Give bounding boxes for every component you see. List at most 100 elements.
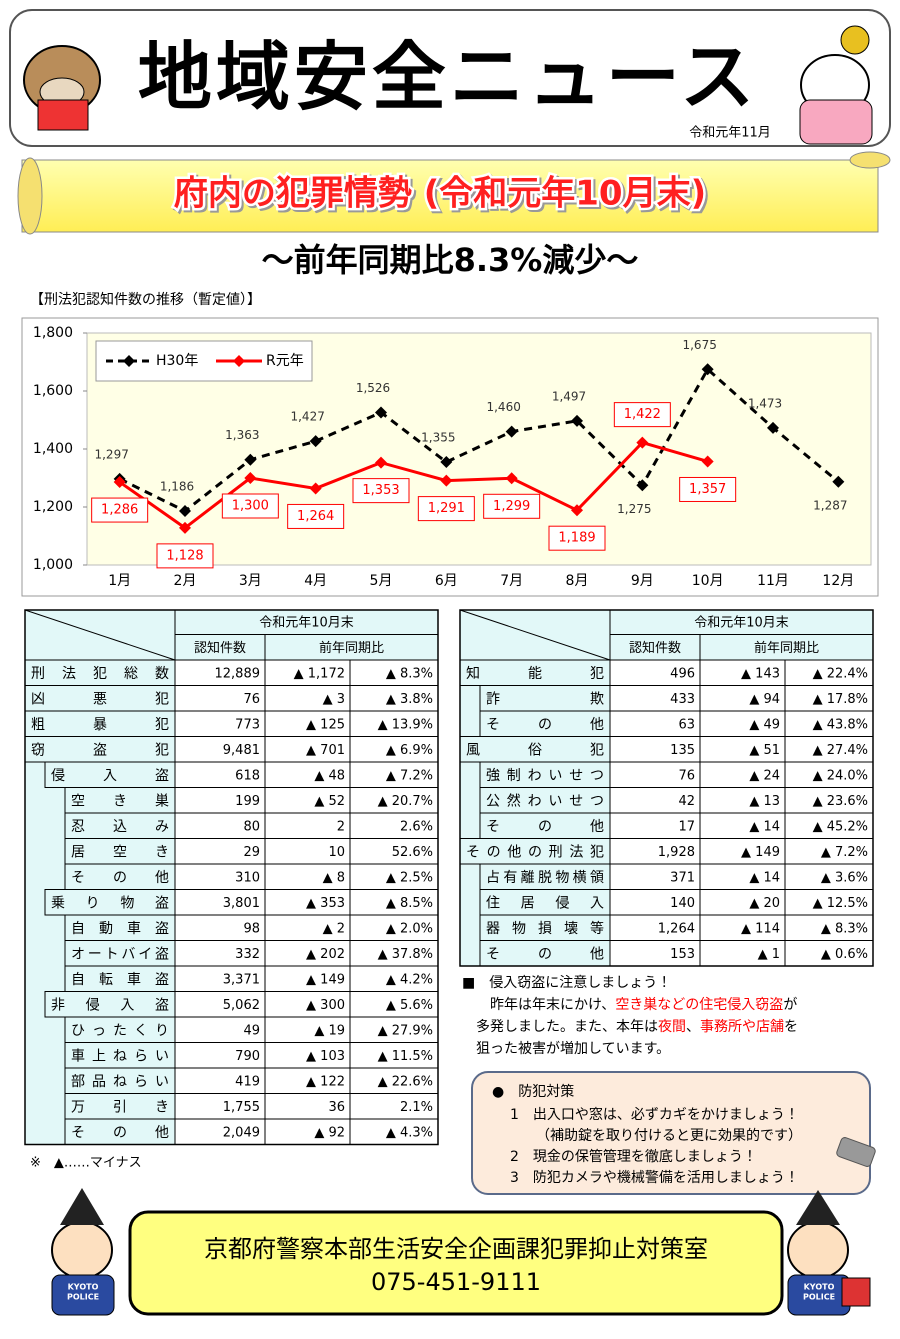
cell-count: 618 [235,768,260,783]
x-tick-label: 3月 [239,573,262,589]
data-label: 1,460 [486,400,520,414]
header-box [9,9,891,147]
name-cell [479,940,611,967]
data-label: 1,363 [225,428,259,442]
row-name: その他の刑法犯 [466,844,604,860]
data-cell [349,736,439,763]
x-tick-label: 8月 [566,573,589,589]
cell-count: 3,801 [223,896,260,911]
cell-count: 773 [235,717,260,732]
cell-diff: ▲ 13 [749,794,780,809]
notice-line: 昨年は年末にかけ、空き巣などの住宅侵入窃盗が [476,996,797,1013]
cell-diff: 2 [337,819,345,834]
camera-icon [836,1137,876,1167]
name-cell [479,889,611,916]
y-tick-label: 1,000 [33,557,73,573]
cell-count: 63 [678,717,695,732]
data-cell [349,1016,439,1043]
cell-pct: ▲ 27.9% [378,1023,433,1038]
cell-count: 496 [670,666,695,681]
data-cell [174,991,266,1018]
cell-count: 76 [678,768,695,783]
data-label: 1,297 [94,447,128,461]
data-cell [609,710,701,737]
cell-count: 790 [235,1049,260,1064]
cell-diff: ▲ 52 [314,794,345,809]
name-cell [479,710,611,737]
cell-diff: 10 [328,845,345,860]
x-tick-label: 1月 [108,573,131,589]
scroll-end [17,157,43,235]
cell-pct: ▲ 8.3% [386,666,433,681]
cell-count: 49 [243,1023,260,1038]
mascot-badge: POLICE [803,1293,835,1302]
data-cell [699,710,786,737]
point [309,435,322,448]
y-tick-label: 1,200 [33,499,73,515]
mascot-footer-right: KYOTO POLICE [787,1190,871,1316]
data-cell [349,1118,439,1145]
cell-count: 1,755 [223,1100,260,1115]
cell-pct: ▲ 3.6% [821,870,868,885]
name-cell [64,787,176,814]
data-cell [264,787,351,814]
cell-diff: ▲ 122 [306,1074,345,1089]
name-cell [479,685,611,712]
point [636,479,649,492]
row-name: 車上ねらい [71,1047,169,1064]
mascot-footer-left: KYOTO POLICE [51,1188,115,1316]
cell-pct: ▲ 4.2% [386,972,433,987]
data-cell [784,736,874,763]
data-cell [174,659,266,686]
cell-diff: ▲ 24 [749,768,780,783]
table-note: ※ ▲……マイナス [30,1156,142,1171]
cell-pct: ▲ 11.5% [378,1049,433,1064]
data-cell [174,736,266,763]
cell-diff: ▲ 103 [306,1049,345,1064]
data-label: 1,473 [748,396,782,410]
name-cell [459,838,611,865]
data-cell [174,1118,266,1145]
data-cell [349,965,439,992]
cell-count: 12,889 [215,666,261,681]
banner-scroll [21,159,879,233]
point [113,476,126,489]
cell-pct: ▲ 37.8% [378,947,433,962]
cell-diff: ▲ 94 [749,692,780,707]
data-cell [349,710,439,737]
data-cell [609,659,701,686]
cell-pct: 2.1% [400,1100,433,1115]
footer-box [128,1210,784,1316]
cell-count: 1,928 [658,845,695,860]
data-label: 1,353 [362,483,399,498]
cell-count: 2,049 [223,1125,260,1140]
notice-segment: 事務所や店舗 [700,1019,784,1035]
point [244,453,257,466]
cell-count: 76 [243,692,260,707]
point [440,474,453,487]
data-cell [784,685,874,712]
mascot-badge: POLICE [67,1293,99,1302]
point [505,425,518,438]
point [309,482,322,495]
mascot-badge: KYOTO [804,1283,835,1292]
data-label: 1,287 [813,498,847,512]
corner-diagonal [24,609,176,661]
cell-pct: ▲ 0.6% [821,947,868,962]
data-label-box [548,525,606,551]
cell-count: 98 [243,921,260,936]
cell-diff: ▲ 48 [314,768,345,783]
data-label: 1,497 [552,389,586,403]
notice-line: 狙った被害が増加しています。 [476,1041,670,1057]
cell-pct: ▲ 22.6% [378,1074,433,1089]
mascot-right [799,25,873,145]
header-text: 前年同期比 [754,640,819,656]
data-cell [699,736,786,763]
name-cell [64,914,176,941]
data-cell [174,1093,266,1120]
data-cell [174,914,266,941]
measure-item: 3 防犯カメラや機械警備を活用しましょう！ [510,1170,799,1186]
data-label-box [287,503,345,529]
